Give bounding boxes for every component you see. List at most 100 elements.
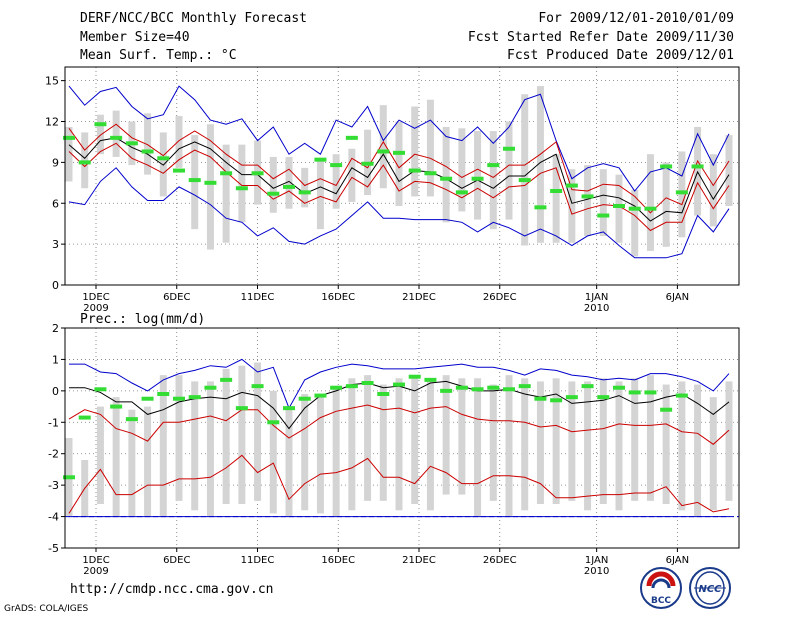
observed-marker <box>235 186 248 191</box>
ensemble-range-box <box>411 106 419 197</box>
x-tick-label: 1DEC <box>82 292 109 303</box>
ensemble-range-box <box>458 128 466 212</box>
observed-marker <box>125 417 138 422</box>
x-tick-year-label: 2010 <box>584 566 609 577</box>
ensemble-range-box <box>662 162 670 247</box>
ensemble-range-box <box>191 381 199 511</box>
ensemble-range-box <box>631 378 639 501</box>
ensemble-range-box <box>426 378 434 511</box>
ensemble-range-box <box>269 390 277 514</box>
ensemble-range-box <box>505 375 513 517</box>
observed-marker <box>345 135 358 140</box>
y-tick-label: 15 <box>45 75 59 88</box>
series-line-upper <box>68 123 730 214</box>
observed-marker <box>125 141 138 146</box>
x-tick-label: 6DEC <box>163 555 190 566</box>
observed-marker <box>613 203 625 208</box>
observed-marker <box>377 149 390 154</box>
ensemble-range-box <box>269 156 277 213</box>
observed-marker <box>220 171 233 176</box>
ensemble-range-box <box>379 384 387 501</box>
observed-marker <box>283 184 295 189</box>
observed-marker <box>487 163 500 168</box>
ensemble-range-box <box>301 394 309 511</box>
observed-marker <box>660 164 673 169</box>
series-line-mean <box>68 137 730 222</box>
observed-marker <box>440 176 453 181</box>
observed-marker <box>330 385 343 390</box>
ensemble-range-box <box>238 144 246 223</box>
observed-marker <box>361 161 374 166</box>
observed-marker <box>78 415 91 420</box>
observed-marker <box>503 387 515 392</box>
observed-marker <box>78 160 91 165</box>
ensemble-range-box <box>521 378 529 511</box>
ensemble-range-box <box>552 154 560 243</box>
ensemble-range-box <box>662 384 670 504</box>
observed-marker <box>660 407 673 412</box>
ensemble-range-box <box>646 154 654 251</box>
ncc-logo-text: NCC <box>698 584 722 595</box>
ensemble-range-box <box>458 378 466 495</box>
ensemble-range-box <box>332 154 340 209</box>
y-tick-label: -3 <box>48 479 59 492</box>
observed-marker <box>298 396 311 401</box>
observed-marker <box>424 377 437 382</box>
ensemble-range-box <box>725 381 733 501</box>
ensemble-range-box <box>144 406 152 517</box>
ensemble-range-box <box>584 165 592 236</box>
ensemble-range-box <box>222 368 230 504</box>
observed-marker <box>141 149 154 154</box>
y-tick-label: 3 <box>52 238 59 251</box>
ensemble-range-box <box>96 406 104 504</box>
source-url[interactable]: http://cmdp.ncc.cma.gov.cn <box>70 582 274 597</box>
observed-marker <box>110 135 123 140</box>
x-tick-year-label: 2009 <box>83 566 108 577</box>
observed-marker <box>534 396 547 401</box>
observed-marker <box>173 396 185 401</box>
ensemble-range-box <box>206 381 214 517</box>
y-tick-label: 0 <box>52 279 59 292</box>
series-line-lower <box>68 454 730 514</box>
y-tick-label: -5 <box>48 542 59 555</box>
observed-marker <box>204 385 217 390</box>
ensemble-range-box <box>206 124 214 250</box>
observed-marker <box>314 157 327 162</box>
x-tick-label: 26DEC <box>483 292 517 303</box>
x-tick-label: 21DEC <box>402 292 436 303</box>
y-tick-label: -4 <box>48 511 59 524</box>
chart-title: DERF/NCC/BCC Monthly Forecast <box>80 11 307 26</box>
variable-label: Mean Surf. Temp.: °C <box>80 48 237 63</box>
observed-marker <box>63 475 75 480</box>
observed-marker <box>377 392 390 396</box>
ensemble-range-box <box>552 378 560 504</box>
x-tick-label: 1JAN <box>585 555 608 566</box>
ensemble-range-box <box>364 375 372 501</box>
ensemble-range-box <box>725 135 733 206</box>
observed-marker <box>565 395 578 400</box>
observed-marker <box>94 387 107 392</box>
observed-marker <box>691 164 704 169</box>
ensemble-range-box <box>175 375 183 501</box>
observed-marker <box>283 406 295 411</box>
ensemble-range-box <box>348 148 356 202</box>
x-tick-label: 26DEC <box>483 555 517 566</box>
ensemble-range-box <box>395 121 403 206</box>
y-tick-label: 0 <box>52 385 59 398</box>
observed-marker <box>675 393 688 398</box>
plot-frame <box>64 66 740 286</box>
observed-marker <box>503 146 515 151</box>
observed-marker <box>581 194 594 199</box>
ensemble-range-box <box>411 375 419 504</box>
ensemble-range-box <box>489 131 497 230</box>
observed-marker <box>267 191 280 196</box>
observed-marker <box>550 188 563 193</box>
ensemble-range-box <box>301 167 309 208</box>
observed-marker <box>644 206 657 211</box>
observed-marker <box>298 190 311 195</box>
ensemble-range-box <box>285 156 293 209</box>
observed-marker <box>345 384 358 389</box>
y-tick-label: 9 <box>52 156 59 169</box>
ensemble-range-box <box>631 189 639 257</box>
ensemble-range-box <box>348 378 356 511</box>
